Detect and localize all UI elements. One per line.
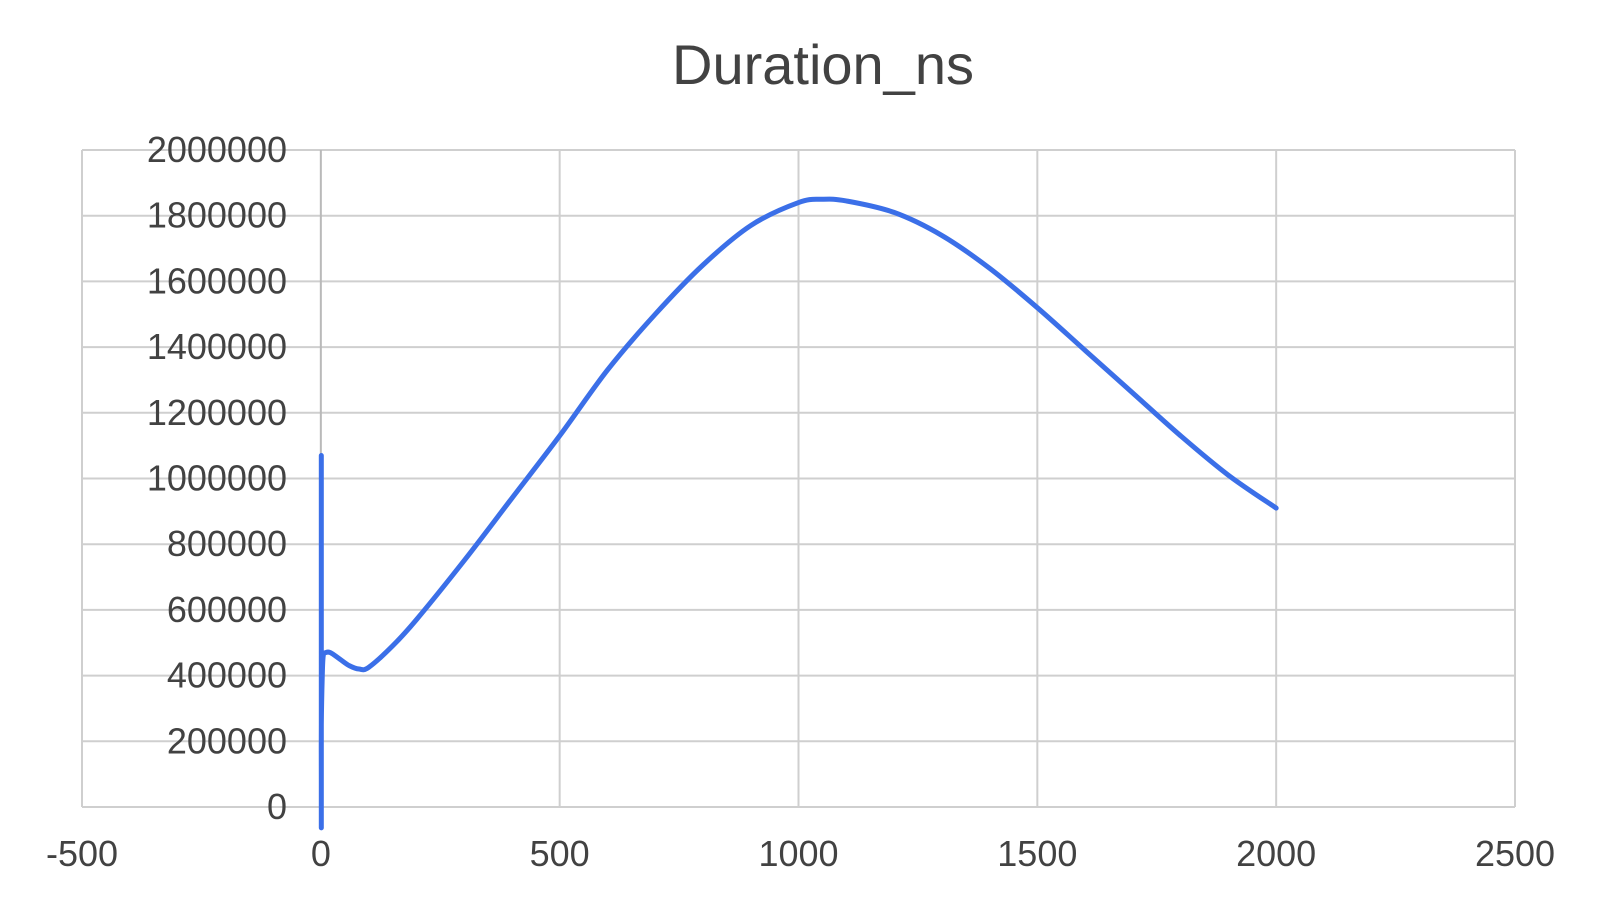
series-layer (318, 196, 1279, 831)
x-tick-label: 2000 (1236, 833, 1316, 874)
y-tick-label: 1200000 (147, 392, 287, 433)
y-tick-label: 1400000 (147, 326, 287, 367)
y-axis-tick-labels: 0 200000 400000 600000 800000 1000000 1200000 1… (147, 129, 287, 827)
x-tick-label: 1500 (997, 833, 1077, 874)
x-tick-label: 0 (311, 833, 331, 874)
x-tick-label: 1000 (758, 833, 838, 874)
y-tick-label: 600000 (167, 589, 287, 630)
y-tick-label: 1800000 (147, 195, 287, 236)
series-line (318, 196, 1279, 831)
y-tick-label: 1000000 (147, 458, 287, 499)
x-tick-label: -500 (46, 833, 118, 874)
chart-title: Duration_ns (672, 33, 974, 96)
x-axis-tick-labels: -500 0 500 1000 1500 2000 2500 (46, 833, 1555, 874)
gridlines (81, 149, 1516, 808)
y-tick-label: 0 (267, 786, 287, 827)
y-tick-label: 400000 (167, 655, 287, 696)
x-tick-label: 2500 (1475, 833, 1555, 874)
y-tick-label: 200000 (167, 720, 287, 761)
y-tick-label: 2000000 (147, 129, 287, 170)
x-tick-label: 500 (530, 833, 590, 874)
y-tick-label: 1600000 (147, 260, 287, 301)
y-tick-label: 800000 (167, 523, 287, 564)
